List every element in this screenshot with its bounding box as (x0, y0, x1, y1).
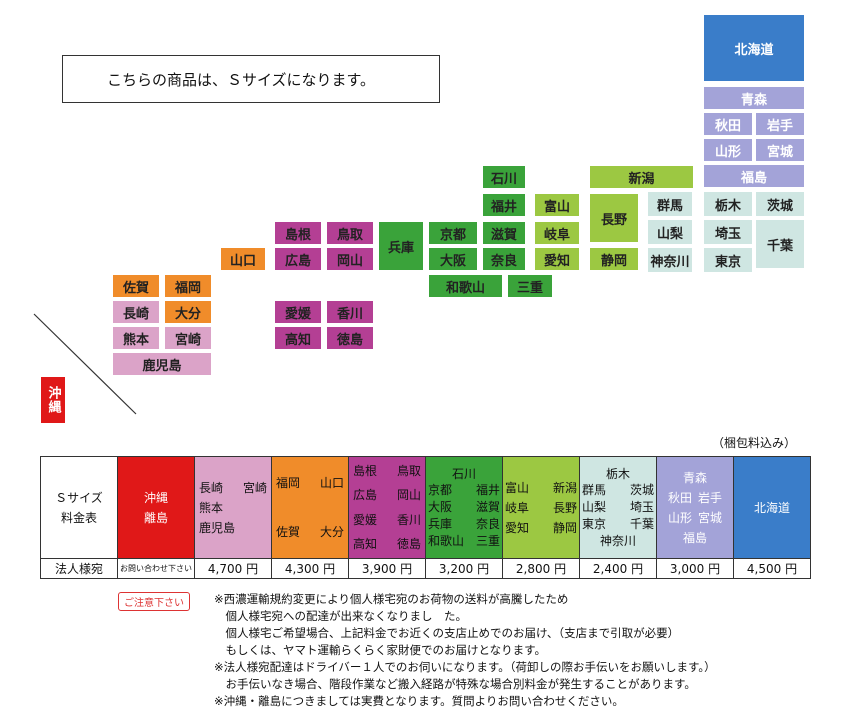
map-ishikawa: 石川 (482, 165, 526, 189)
price-kanto: 2,400 円 (579, 558, 657, 579)
map-kumamoto: 熊本 (112, 326, 160, 350)
map-fukui: 福井 (482, 193, 526, 217)
note-line: ※沖縄・離島につきましては実費となります。質問よりお問い合わせください。 (214, 694, 624, 708)
price-okinawa: お問い合わせ下さい (117, 558, 195, 579)
map-gunma: 群馬 (647, 191, 693, 217)
row-label-corporate: 法人様宛 (40, 558, 118, 579)
map-iwate: 岩手 (755, 112, 805, 136)
map-aichi: 愛知 (534, 247, 580, 271)
map-tokyo: 東京 (703, 247, 753, 273)
map-kochi: 高知 (274, 326, 322, 350)
map-miyazaki: 宮崎 (164, 326, 212, 350)
rate-table: Ｓサイズ 料金表 沖縄 離島 長崎 宮崎 熊本 鹿児島 福岡 山口 佐賀 大分 (40, 456, 811, 579)
map-okayama: 岡山 (326, 247, 374, 271)
price-south-kyushu: 4,700 円 (194, 558, 272, 579)
map-gifu: 岐阜 (534, 221, 580, 245)
map-hokkaido: 北海道 (703, 14, 805, 82)
map-aomori: 青森 (703, 86, 805, 110)
map-nagano: 長野 (589, 193, 639, 243)
map-tottori: 鳥取 (326, 221, 374, 245)
map-ibaraki: 茨城 (755, 191, 805, 217)
price-hokkaido: 4,500 円 (733, 558, 811, 579)
zone-chubu: 富山 新潟 岐阜 長野 愛知 静岡 (502, 456, 580, 559)
map-kanagawa: 神奈川 (647, 247, 693, 273)
map-tokushima: 徳島 (326, 326, 374, 350)
map-shizuoka: 静岡 (589, 247, 639, 271)
note-line: ※西濃運輸規約変更により個人様宅宛のお荷物の送料が高騰したため (214, 592, 569, 606)
map-tochigi: 栃木 (703, 191, 753, 217)
price-chubu: 2,800 円 (502, 558, 580, 579)
size-info-text: こちらの商品は、Ｓサイズになります。 (107, 70, 376, 89)
map-kagawa: 香川 (326, 300, 374, 324)
note-line: 個人様宅ご希望場合、上記料金でお近くの支店止めでのお届け、（支店まで引取が必要） (214, 626, 680, 640)
map-yamanashi: 山梨 (647, 219, 693, 245)
price-north-kyushu: 4,300 円 (271, 558, 349, 579)
map-fukushima: 福島 (703, 164, 805, 188)
notice-badge: ご注意下さい (118, 592, 190, 611)
price-tohoku: 3,000 円 (656, 558, 734, 579)
note-line: 個人様宅宛への配達が出来なくなりまし た。 (214, 609, 467, 623)
map-shimane: 島根 (274, 221, 322, 245)
note-line: ※法人様宛配達はドライバー１人でのお伺いになります。（荷卸しの際お手伝いをお願い… (214, 660, 716, 674)
map-yamagata: 山形 (703, 138, 753, 162)
map-saga: 佐賀 (112, 274, 160, 298)
map-nagasaki: 長崎 (112, 300, 160, 324)
zone-kansai: 石川 京都 福井 大阪 滋賀 兵庫 奈良 和歌山 三重 (425, 456, 503, 559)
map-fukuoka: 福岡 (164, 274, 212, 298)
price-kansai: 3,200 円 (425, 558, 503, 579)
note-line: もしくは、ヤマト運輸らくらく家財便でのお届けとなります。 (214, 643, 547, 657)
map-nara: 奈良 (482, 247, 526, 271)
map-hyogo: 兵庫 (378, 221, 424, 271)
map-niigata: 新潟 (589, 165, 694, 189)
map-toyama: 富山 (534, 193, 580, 217)
map-oita: 大分 (164, 300, 212, 324)
zone-south-kyushu: 長崎 宮崎 熊本 鹿児島 (194, 456, 272, 559)
packing-note: （梱包料込み） (712, 436, 797, 450)
map-saitama: 埼玉 (703, 219, 753, 245)
map-wakayama: 和歌山 (428, 274, 503, 298)
map-kagoshima: 鹿児島 (112, 352, 212, 376)
zone-kanto: 栃木 群馬 茨城 山梨 埼玉 東京 千葉 神奈川 (579, 456, 657, 559)
note-line: お手伝いなき場合、階段作業など搬入経路が特殊な場合別料金が発生することがあります… (214, 677, 696, 691)
zone-hokkaido: 北海道 (733, 456, 811, 559)
map-kyoto: 京都 (428, 221, 478, 245)
map-shiga: 滋賀 (482, 221, 526, 245)
zone-chugoku-shikoku: 島根 鳥取 広島 岡山 愛媛 香川 高知 徳島 (348, 456, 426, 559)
map-ehime: 愛媛 (274, 300, 322, 324)
table-label-cell: Ｓサイズ 料金表 (40, 456, 118, 559)
zone-north-kyushu: 福岡 山口 佐賀 大分 (271, 456, 349, 559)
size-info-box: こちらの商品は、Ｓサイズになります。 (62, 55, 440, 103)
map-yamaguchi: 山口 (220, 247, 266, 271)
notes: ※西濃運輸規約変更により個人様宅宛のお荷物の送料が高騰したため 個人様宅宛への配… (214, 591, 716, 710)
zone-tohoku: 青森 秋田 岩手 山形 宮城 福島 (656, 456, 734, 559)
okinawa-divider-line (33, 313, 137, 415)
zone-okinawa: 沖縄 離島 (117, 456, 195, 559)
map-chiba: 千葉 (755, 219, 805, 269)
map-okinawa: 沖縄 (40, 376, 66, 424)
map-mie: 三重 (507, 274, 553, 298)
map-hiroshima: 広島 (274, 247, 322, 271)
map-osaka: 大阪 (428, 247, 478, 271)
map-akita: 秋田 (703, 112, 753, 136)
price-chugoku-shikoku: 3,900 円 (348, 558, 426, 579)
map-miyagi: 宮城 (755, 138, 805, 162)
